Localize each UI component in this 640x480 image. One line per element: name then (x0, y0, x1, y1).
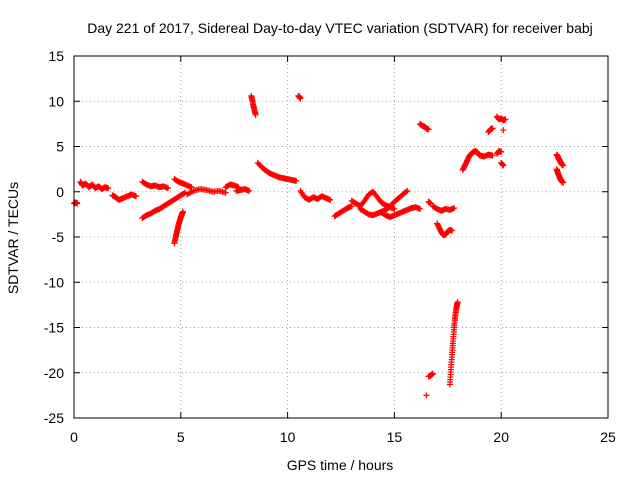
y-tick-label: 0 (56, 184, 64, 200)
data-point (500, 127, 507, 134)
y-tick-label: 10 (48, 93, 64, 109)
data-point (222, 189, 229, 196)
data-point (246, 187, 253, 194)
data-point (560, 162, 567, 169)
x-tick-label: 5 (177, 429, 185, 445)
x-tick-label: 20 (493, 429, 509, 445)
data-point (423, 392, 430, 399)
data-point (489, 152, 496, 159)
data-point (293, 177, 300, 184)
data-point (348, 203, 355, 210)
data-point (105, 185, 112, 192)
data-point (74, 200, 81, 207)
data-point (449, 227, 456, 234)
y-tick-labels: -25 -20 -15 -10 -5 0 5 10 15 (44, 48, 64, 426)
y-tick-label: -20 (44, 365, 64, 381)
data-point (502, 116, 509, 123)
y-axis-label: SDTVAR / TECUs (5, 182, 21, 294)
y-tick-label: 5 (56, 139, 64, 155)
data-point (500, 162, 507, 169)
chart-title: Day 221 of 2017, Sidereal Day-to-day VTE… (87, 20, 593, 36)
y-tick-label: -15 (44, 320, 64, 336)
data-point (327, 196, 334, 203)
data-point (454, 299, 461, 306)
x-axis-label: GPS time / hours (287, 457, 394, 473)
data-point (132, 193, 139, 200)
x-tick-label: 25 (600, 429, 616, 445)
data-point (164, 185, 171, 192)
data-point (425, 126, 432, 133)
y-tick-label: -10 (44, 274, 64, 290)
data-point (403, 188, 410, 195)
y-tick-label: 15 (48, 48, 64, 64)
data-point (404, 187, 411, 194)
data-point (489, 125, 496, 132)
x-tick-label: 15 (387, 429, 403, 445)
x-tick-label: 10 (280, 429, 296, 445)
data-point (391, 205, 398, 212)
plot-frame (73, 55, 609, 419)
data-point (179, 208, 186, 215)
data-point (560, 179, 567, 186)
data-point (297, 95, 304, 102)
y-tick-label: -5 (52, 229, 65, 245)
data-point (451, 205, 458, 212)
x-tick-labels: 0 5 10 15 20 25 (70, 429, 616, 445)
data-point (498, 148, 505, 155)
x-tick-label: 0 (70, 429, 78, 445)
data-point (417, 205, 424, 212)
data-point (429, 370, 436, 377)
y-tick-label: -25 (44, 410, 64, 426)
data-points (71, 92, 567, 399)
data-point (252, 111, 259, 118)
